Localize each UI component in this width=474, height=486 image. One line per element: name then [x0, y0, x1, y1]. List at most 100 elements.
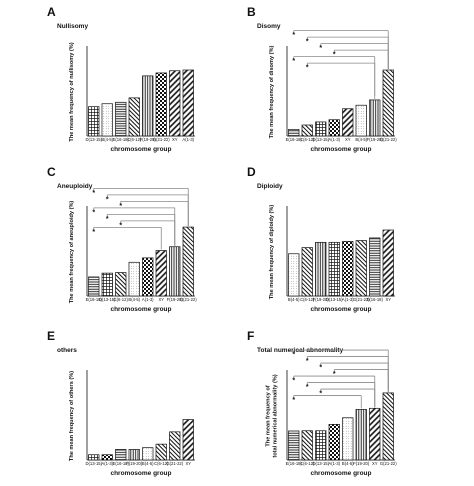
x-tick-label: D(13-15) — [312, 461, 329, 466]
x-tick-label: G(21-22) — [380, 137, 397, 142]
bar — [301, 247, 313, 297]
significance-star: * — [306, 65, 309, 72]
significance-star: * — [333, 371, 336, 378]
bar — [355, 104, 367, 137]
bar — [288, 430, 300, 461]
significance-star: * — [292, 352, 295, 359]
x-tick-label: C(6-12) — [114, 297, 129, 302]
significance-star: * — [306, 358, 309, 365]
bar — [382, 69, 394, 137]
bar — [169, 246, 181, 297]
x-tick-label: D(13-15) — [99, 297, 116, 302]
bar — [182, 69, 194, 137]
x-tick-label: B(4-5) — [288, 297, 300, 302]
x-tick-label: E(16-18) — [367, 297, 384, 302]
x-axis-label: chromosome group — [110, 146, 171, 153]
x-tick-label: A(1-3) — [328, 461, 340, 466]
x-tick-label: E(16-18) — [286, 461, 303, 466]
bar — [101, 454, 113, 461]
bar — [382, 229, 394, 297]
bar — [369, 237, 381, 297]
bar — [315, 241, 327, 297]
x-tick-label: C(6-12) — [300, 137, 315, 142]
x-tick-label: A(1-3) — [101, 461, 113, 466]
bar — [88, 276, 100, 297]
x-tick-label: F(19-20) — [313, 297, 330, 302]
x-tick-label: G(21-22) — [380, 461, 397, 466]
bar — [301, 124, 313, 137]
x-tick-label: A(1-3) — [182, 137, 194, 142]
significance-star: * — [319, 365, 322, 372]
significance-star: * — [106, 216, 109, 223]
significance-star: * — [292, 397, 295, 404]
bar — [115, 449, 127, 461]
x-tick-label: D(13-15) — [326, 297, 343, 302]
significance-star: * — [306, 39, 309, 46]
bar — [155, 250, 167, 297]
bar — [142, 257, 154, 297]
significance-star: * — [292, 58, 295, 65]
panel-letter: F — [247, 329, 254, 343]
bar — [369, 407, 381, 461]
bar — [128, 97, 140, 137]
bar — [88, 106, 100, 137]
x-axis-label: chromosome group — [110, 306, 171, 313]
bar — [328, 424, 340, 461]
x-tick-label: C(6-12) — [300, 297, 315, 302]
x-tick-label: B(4-5) — [128, 297, 140, 302]
y-axis-label: The mean frequency of disomy (%) — [269, 46, 275, 139]
x-axis-label: chromosome group — [310, 306, 371, 313]
significance-star: * — [92, 190, 95, 197]
significance-star: * — [92, 229, 95, 236]
bar — [182, 226, 194, 297]
x-tick-label: XY — [185, 461, 191, 466]
bar — [142, 75, 154, 137]
x-tick-label: F(19-20) — [167, 297, 184, 302]
bar — [315, 430, 327, 461]
x-tick-label: B(4-5) — [101, 137, 113, 142]
bar — [169, 70, 181, 137]
y-axis-label: The mean frequency of aneuploidy (%) — [69, 201, 75, 304]
x-tick-label: B(4-5) — [142, 461, 154, 466]
significance-star: * — [292, 32, 295, 39]
bar — [355, 240, 367, 297]
x-tick-label: XY — [385, 297, 391, 302]
x-tick-label: G(21-22) — [153, 137, 170, 142]
panel-letter: A — [47, 5, 56, 19]
x-tick-label: A(1-3) — [342, 297, 354, 302]
x-tick-label: G(21-22) — [353, 297, 370, 302]
x-axis-label: chromosome group — [310, 146, 371, 153]
significance-star: * — [119, 203, 122, 210]
x-tick-label: C(6-12) — [127, 137, 142, 142]
bar — [155, 443, 167, 461]
x-axis-label: chromosome group — [110, 470, 171, 477]
x-tick-label: F(19-20) — [140, 137, 157, 142]
x-tick-label: A(1-3) — [142, 297, 154, 302]
bar — [169, 431, 181, 461]
x-tick-label: B(4-5) — [355, 137, 367, 142]
bar — [288, 253, 300, 297]
x-tick-label: D(13-15) — [85, 137, 102, 142]
x-tick-label: XY — [172, 137, 178, 142]
significance-star: * — [292, 378, 295, 385]
y-axis-label: The mean frequency oftotal numerical abn… — [266, 374, 279, 457]
y-axis-label: The mean frequency of nullisomy (%) — [69, 42, 75, 141]
y-axis-label: The mean frequency of diploidy (%) — [269, 205, 275, 300]
bar — [328, 241, 340, 297]
x-tick-label: E(16-18) — [86, 297, 103, 302]
x-tick-label: F(19-20) — [353, 461, 370, 466]
x-tick-label: A(1-3) — [328, 137, 340, 142]
bar — [382, 392, 394, 461]
chart-title: Aneuploidy — [57, 183, 93, 190]
panel-letter: E — [47, 329, 55, 343]
x-tick-label: B(4-5) — [342, 461, 354, 466]
bar — [301, 430, 313, 461]
significance-star: * — [319, 391, 322, 398]
x-tick-label: C(6-12) — [154, 461, 169, 466]
x-tick-label: G(21-22) — [180, 297, 197, 302]
bar — [128, 261, 140, 297]
bar — [101, 272, 113, 297]
